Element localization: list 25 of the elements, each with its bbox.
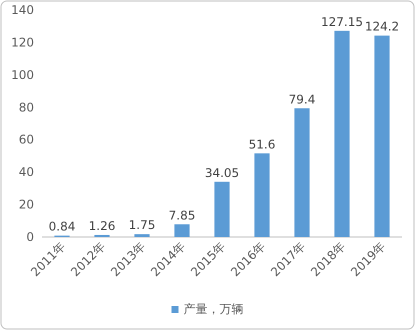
bar bbox=[134, 234, 150, 237]
bar bbox=[174, 224, 190, 237]
y-tick-label: 20 bbox=[18, 198, 34, 212]
legend-label: 产量，万辆 bbox=[184, 302, 244, 316]
y-tick-label: 40 bbox=[18, 165, 34, 180]
data-label: 79.4 bbox=[288, 92, 316, 106]
data-label: 124.2 bbox=[364, 20, 400, 34]
data-label: 7.85 bbox=[168, 208, 196, 222]
bar bbox=[254, 153, 270, 237]
bar bbox=[294, 108, 310, 237]
data-label: 127.15 bbox=[321, 14, 363, 29]
y-tick-label: 100 bbox=[11, 68, 34, 82]
bar bbox=[334, 30, 350, 237]
bar bbox=[214, 182, 230, 237]
y-tick-label: 60 bbox=[18, 132, 34, 147]
data-label: 1.26 bbox=[88, 218, 116, 233]
y-tick-label: 120 bbox=[11, 35, 34, 50]
data-label: 1.75 bbox=[128, 218, 156, 232]
y-tick-label: 0 bbox=[26, 230, 34, 244]
y-tick-label: 80 bbox=[18, 100, 34, 114]
data-label: 0.84 bbox=[48, 220, 76, 234]
data-label: 34.05 bbox=[204, 166, 240, 180]
bar bbox=[374, 36, 390, 237]
data-label: 51.6 bbox=[248, 137, 276, 152]
y-tick-label: 140 bbox=[11, 3, 34, 17]
